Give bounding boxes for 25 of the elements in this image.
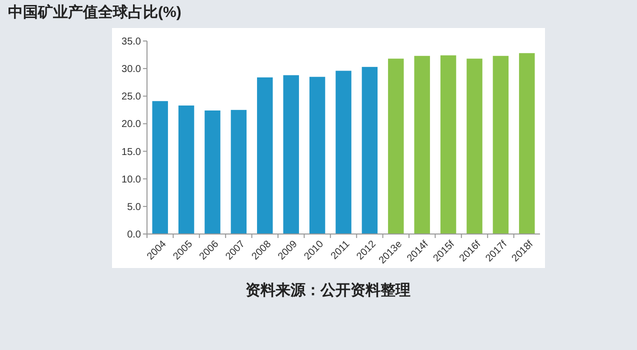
bar xyxy=(152,101,168,234)
bar xyxy=(519,53,535,234)
chart-title: 中国矿业产值全球占比(%) xyxy=(8,3,182,21)
bar xyxy=(230,110,247,234)
y-tick-label: 30.0 xyxy=(122,64,142,76)
bar xyxy=(362,66,378,234)
bar xyxy=(336,70,352,234)
y-tick-label: 25.0 xyxy=(122,92,142,103)
bar xyxy=(466,58,482,234)
bar xyxy=(309,76,326,234)
y-tick-label: 10.0 xyxy=(122,174,142,186)
bar xyxy=(492,56,509,234)
y-tick-label: 15.0 xyxy=(122,146,142,158)
bar xyxy=(388,58,404,234)
bar xyxy=(414,56,430,234)
y-tick-label: 20.0 xyxy=(122,119,142,130)
bar xyxy=(257,77,273,234)
bar xyxy=(178,106,194,234)
bar xyxy=(204,110,220,234)
bar xyxy=(283,75,299,234)
y-tick-label: 5.0 xyxy=(127,202,142,213)
bar xyxy=(440,55,456,234)
text: 资料来源：公开资料整理 xyxy=(246,282,410,299)
y-tick-label: 35.0 xyxy=(122,36,142,48)
y-tick-label: 0.0 xyxy=(127,230,142,240)
